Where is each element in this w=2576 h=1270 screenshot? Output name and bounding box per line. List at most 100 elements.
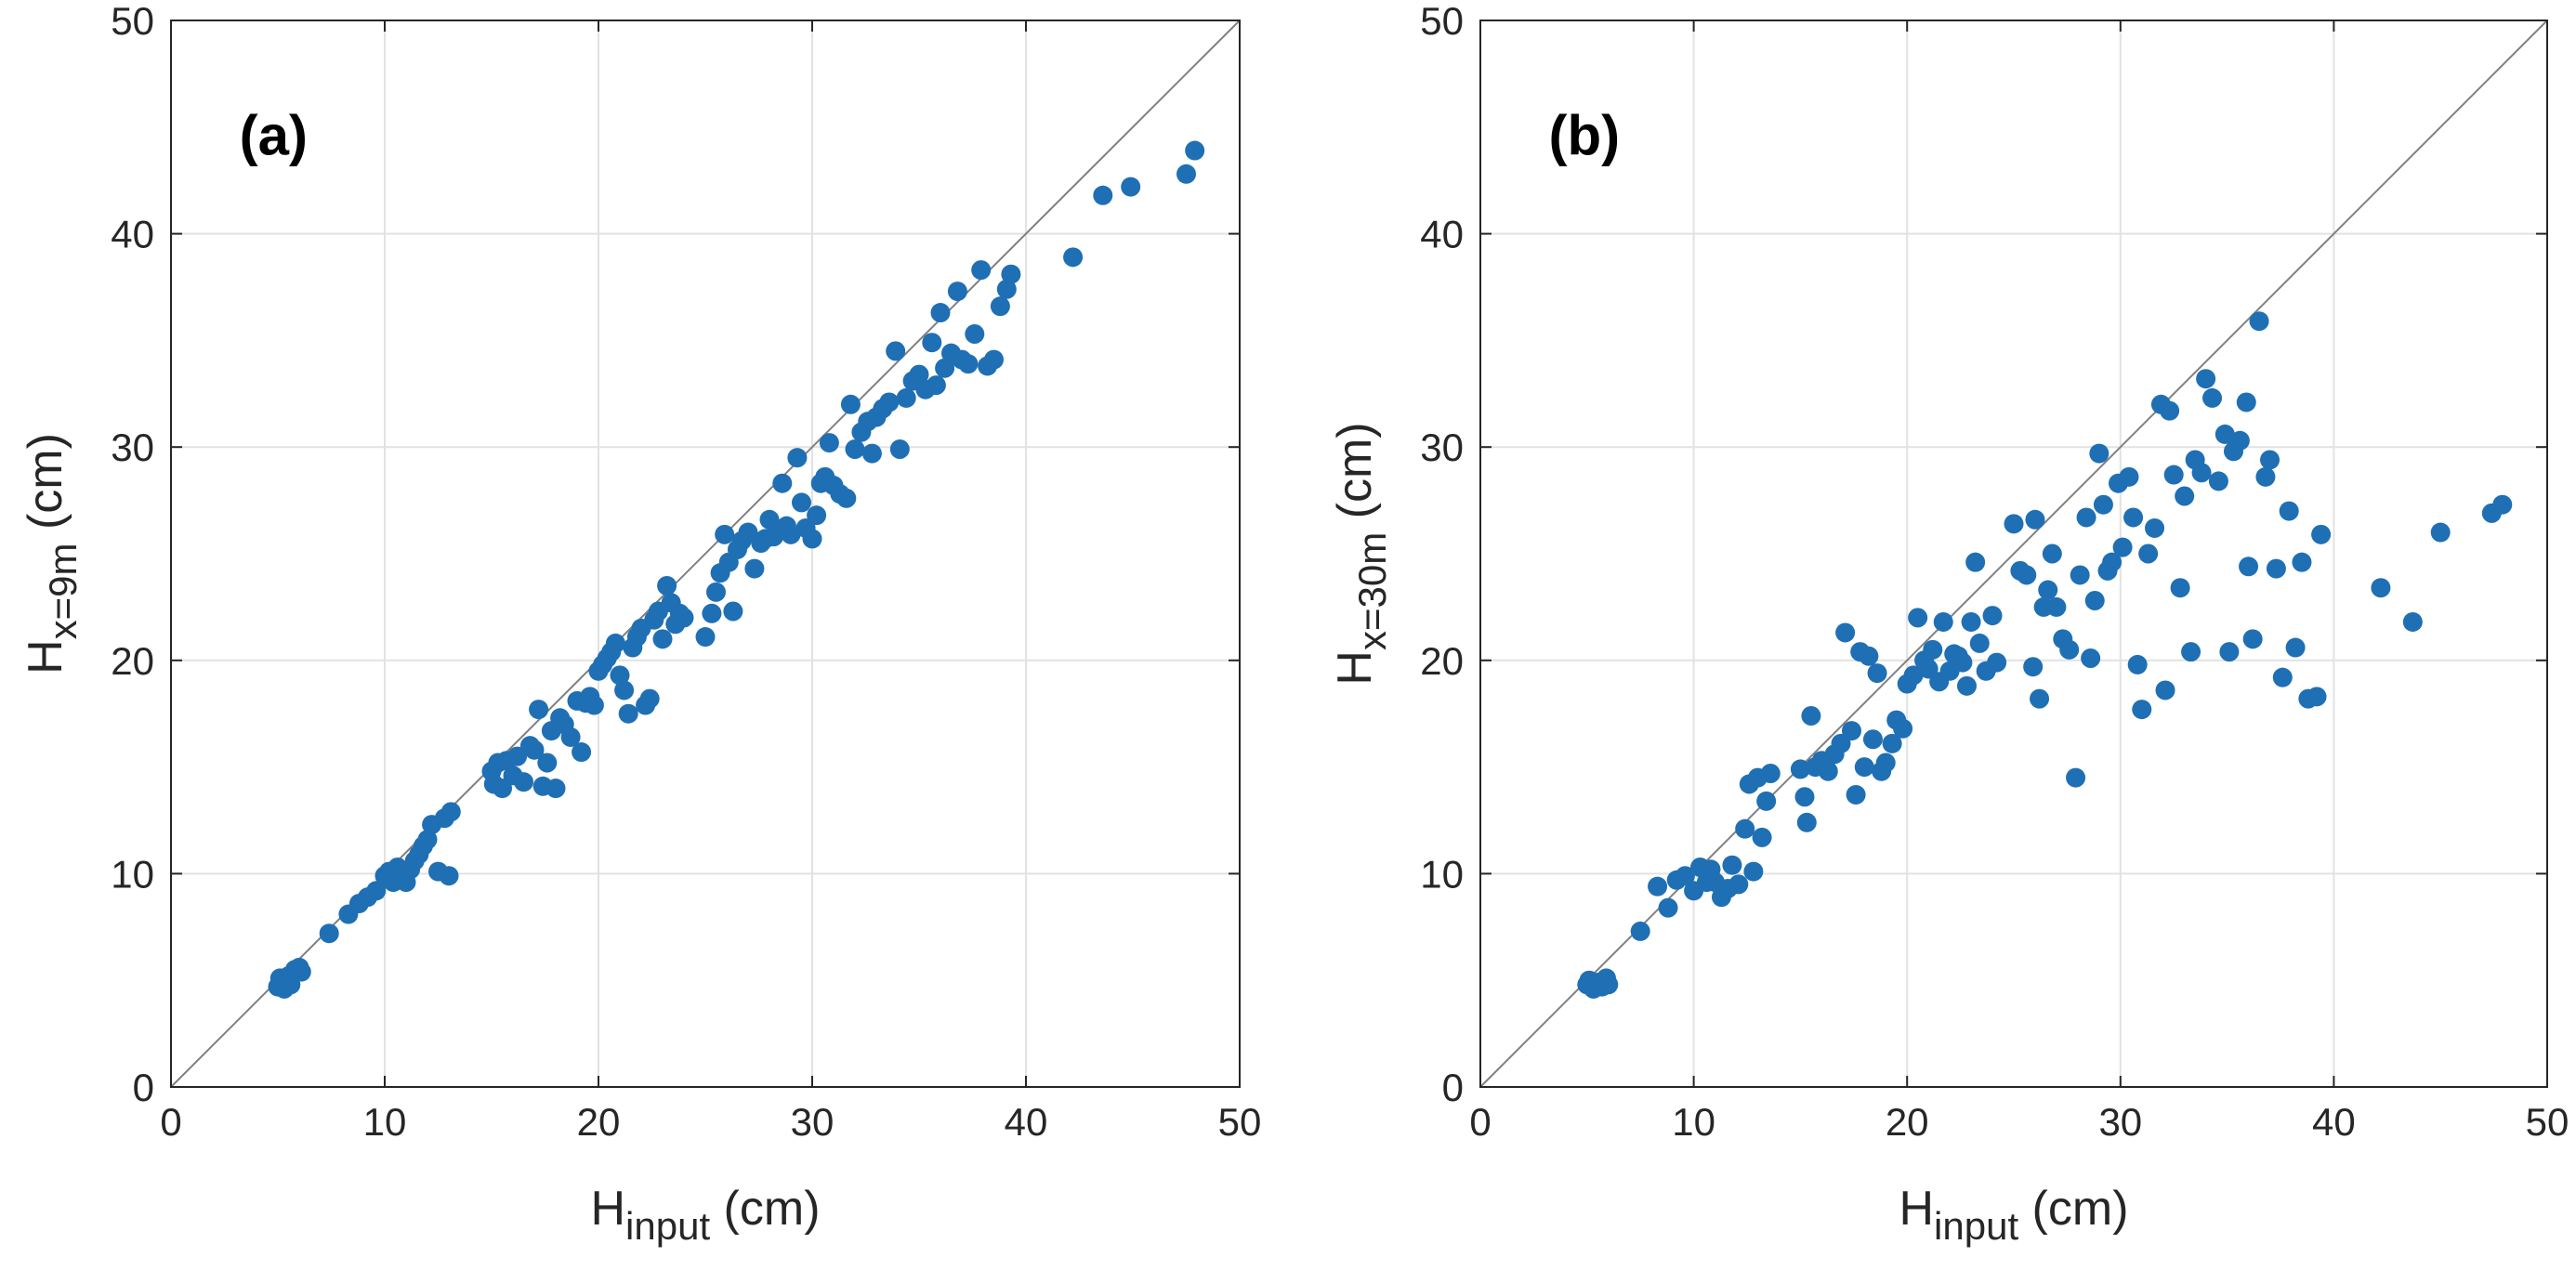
data-point (2371, 578, 2391, 598)
data-point (2229, 430, 2250, 451)
x-tick-label: 20 (577, 1100, 621, 1144)
data-point (1063, 247, 1084, 268)
x-axis-label-sub: input (1934, 1204, 2018, 1248)
data-point (744, 558, 765, 579)
data-point (2208, 471, 2228, 491)
data-point (1743, 861, 1764, 882)
data-point (2242, 629, 2263, 649)
data-point (605, 633, 625, 653)
data-point (2160, 400, 2180, 421)
data-point (2163, 465, 2184, 485)
data-point (560, 727, 581, 747)
data-point (1675, 866, 1695, 886)
data-point (2181, 642, 2201, 662)
data-point (706, 582, 726, 602)
data-point (1987, 652, 2007, 673)
data-point (1658, 897, 1678, 918)
data-point (417, 830, 438, 850)
data-point (440, 802, 461, 822)
data-point (2255, 466, 2276, 487)
x-tick-label: 50 (1218, 1100, 1262, 1144)
y-tick-label: 10 (111, 852, 154, 896)
data-point (1903, 665, 1924, 686)
data-point (2196, 369, 2216, 389)
x-axis-label-sub: input (625, 1204, 710, 1248)
data-point (1923, 639, 1943, 660)
data-point (1835, 622, 1856, 643)
data-point (1952, 652, 1973, 673)
data-point (1982, 606, 2003, 626)
data-point (529, 700, 549, 720)
axes-box (170, 20, 1241, 1088)
data-point (2089, 443, 2109, 464)
data-point (1918, 659, 1939, 679)
x-tick-label: 20 (1886, 1100, 1929, 1144)
data-point (2017, 565, 2037, 585)
data-point (819, 433, 839, 453)
data-point (524, 740, 545, 760)
panel-label: (b) (1548, 105, 1620, 167)
data-point (738, 522, 758, 543)
data-point (2402, 611, 2423, 632)
data-point (2215, 424, 2235, 444)
x-tick-label: 0 (1469, 1100, 1491, 1144)
x-axis-label: Hinput (cm) (1899, 1182, 2128, 1248)
y-axis-label-unit: (cm) (1328, 422, 1382, 531)
data-point (792, 492, 811, 513)
data-point (2066, 767, 2086, 788)
y-tick-label: 30 (1420, 426, 1464, 469)
data-point (2266, 558, 2286, 579)
data-point (657, 575, 677, 596)
data-point (1893, 718, 1913, 739)
data-point (947, 281, 967, 302)
data-point (1722, 855, 1742, 875)
data-point (2155, 680, 2175, 700)
axes-box (1479, 20, 2548, 1088)
x-tick-label: 10 (1672, 1100, 1715, 1144)
data-point (2430, 522, 2451, 543)
data-point (1728, 874, 1749, 895)
data-point (1176, 164, 1196, 184)
data-point (1956, 675, 1977, 696)
data-point (802, 529, 822, 549)
data-point (922, 333, 942, 353)
x-tick-label: 10 (363, 1100, 407, 1144)
data-point (674, 608, 694, 628)
data-point (1185, 140, 1205, 161)
y-tick-label: 0 (1442, 1066, 1464, 1109)
x-axis-label-unit: (cm) (710, 1182, 820, 1236)
data-point (1867, 663, 1887, 684)
data-point (507, 746, 528, 766)
data-point (958, 354, 979, 374)
data-point (909, 364, 929, 385)
data-point (2102, 552, 2123, 572)
data-point (1965, 552, 1986, 572)
data-point (1735, 818, 1755, 839)
data-point (572, 742, 592, 763)
data-point (2279, 501, 2299, 521)
data-point (537, 753, 558, 773)
y-tick-label: 50 (111, 0, 154, 43)
data-point (1859, 646, 1879, 666)
data-point (840, 394, 861, 414)
data-point (889, 439, 910, 459)
x-tick-label: 30 (2098, 1100, 2142, 1144)
data-point (2132, 700, 2152, 720)
data-point (2030, 688, 2050, 709)
data-point (2145, 517, 2165, 538)
data-point (493, 779, 512, 799)
data-point (2249, 311, 2269, 332)
data-point (1630, 921, 1650, 941)
data-point (836, 488, 857, 508)
data-point (2219, 642, 2240, 662)
data-point (2046, 596, 2067, 617)
data-point (861, 443, 882, 464)
data-point (2038, 580, 2058, 600)
data-point (2081, 648, 2101, 669)
data-point (879, 392, 900, 412)
y-tick-label: 20 (1420, 639, 1464, 683)
data-point (1796, 812, 1817, 832)
data-point (1760, 763, 1781, 783)
